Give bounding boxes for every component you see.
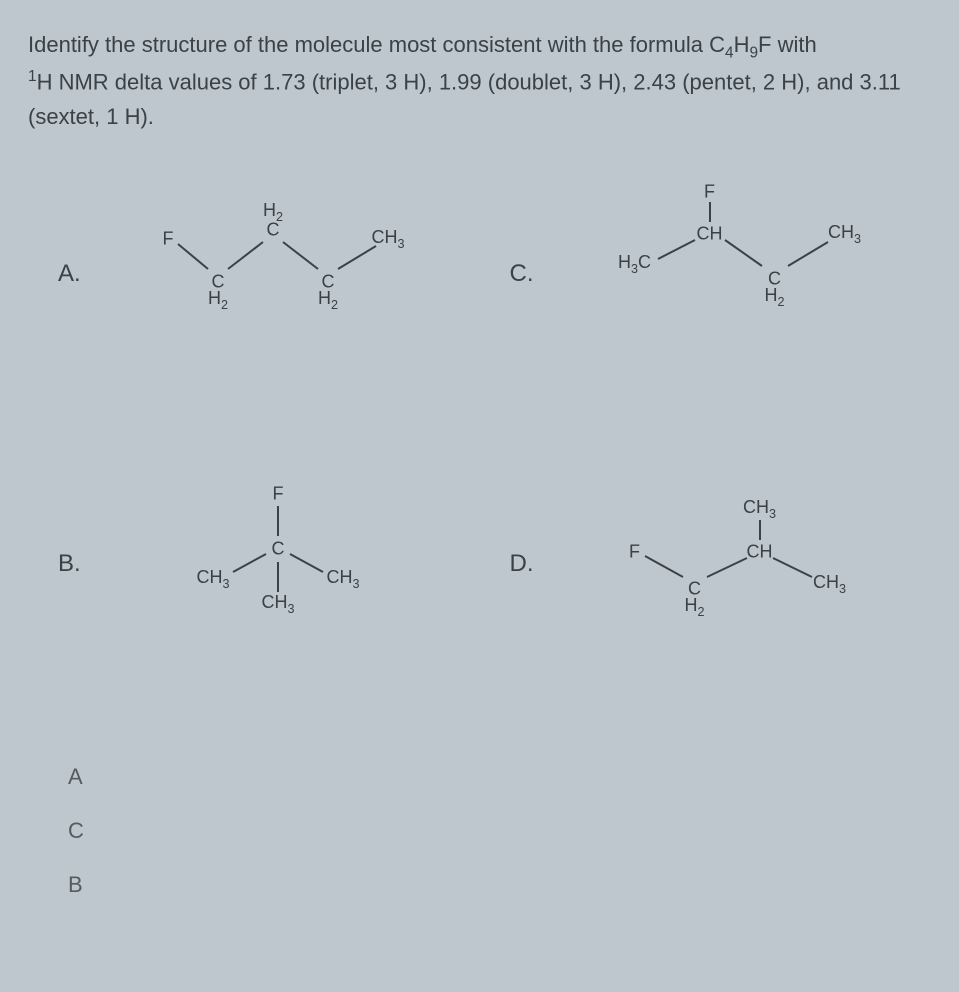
atom-label: F [704, 181, 715, 202]
option-B-label: B. [28, 550, 128, 578]
answer-choice-B[interactable]: B [68, 872, 931, 898]
atom-label: F [273, 483, 284, 504]
structure-D: FCH2CHCH3CH3 [580, 474, 932, 654]
atom-label: C [272, 538, 285, 559]
atom-label: CH3 [371, 227, 404, 251]
options-row-2: B. F C CH3 CH3 CH3 D. F C H2 CH CH3 CH3 [28, 474, 931, 654]
structure-A: FCH2CH2CH2CH3 [128, 184, 480, 364]
option-B: B. F C CH3 CH3 CH3 [28, 474, 480, 654]
atom-label: H2 [764, 285, 784, 309]
atom-label: CH3 [813, 572, 846, 596]
option-C: C. H3CCHFCH2CH3 [480, 184, 932, 364]
atom-label: F [629, 541, 640, 562]
atom-label: CH [747, 541, 773, 562]
atom-label: H2 [263, 200, 283, 224]
atom-label: CH3 [196, 567, 229, 591]
atom-label: CH3 [326, 567, 359, 591]
option-A: A. FCH2CH2CH2CH3 [28, 184, 480, 364]
atom-label: H2 [318, 288, 338, 312]
option-D: D. FCH2CHCH3CH3 [480, 474, 932, 654]
answer-choice-C[interactable]: C [68, 818, 931, 844]
atom-label: CH [697, 223, 723, 244]
structure-B: F C CH3 CH3 CH3 [128, 474, 480, 654]
structure-C: H3CCHFCH2CH3 [580, 184, 932, 364]
atom-label: H2 [684, 595, 704, 619]
option-D-label: D. [480, 550, 580, 578]
q-sub2: 9 [749, 44, 758, 61]
q-line2: H NMR delta values of 1.73 (triplet, 3 H… [28, 70, 901, 129]
options-row-1: A. FCH2CH2CH2CH3 C. H3CCHFCH2CH3 [28, 184, 931, 364]
page: Identify the structure of the molecule m… [0, 0, 959, 898]
q-sub1: 4 [725, 44, 734, 61]
q-mid1: H [734, 32, 750, 57]
option-A-label: A. [28, 260, 128, 288]
atom-label: F [163, 228, 174, 249]
q-mid2: F with [758, 32, 817, 57]
answer-choice-A[interactable]: A [68, 764, 931, 790]
atom-label: CH3 [743, 497, 776, 521]
atom-label: H2 [208, 288, 228, 312]
atom-label: CH3 [828, 222, 861, 246]
q-part1: Identify the structure of the molecule m… [28, 32, 725, 57]
answer-choices: A C B [68, 764, 931, 898]
atom-label: H3C [618, 252, 651, 276]
option-C-label: C. [480, 260, 580, 288]
question-text: Identify the structure of the molecule m… [28, 28, 931, 134]
atom-label: CH3 [261, 592, 294, 616]
q-sup: 1 [28, 68, 37, 85]
